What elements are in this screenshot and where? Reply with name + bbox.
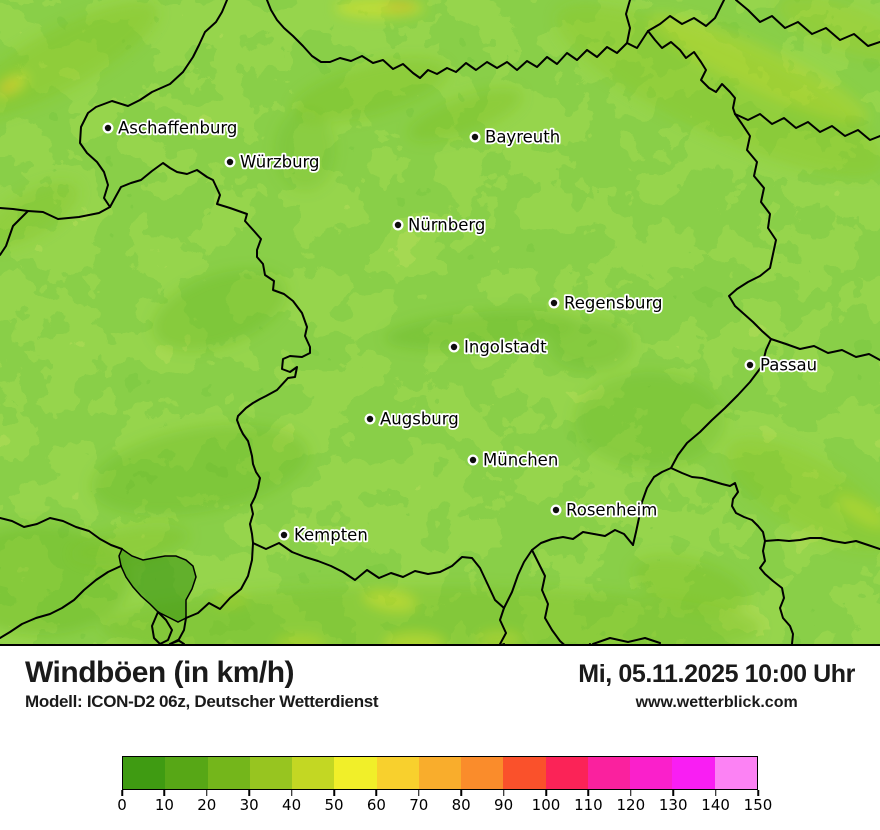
city-dot [469, 456, 477, 464]
colorbar-segment [123, 757, 166, 789]
lake-constance [118, 547, 197, 623]
timestamp: Mi, 05.11.2025 10:00 Uhr [578, 660, 855, 688]
city-label: Rosenheim [566, 501, 657, 520]
colorbar-segments [122, 756, 758, 790]
website-url: www.wetterblick.com [635, 694, 798, 711]
terrain-noise-overlay [0, 0, 880, 644]
colorbar-tick [757, 790, 759, 796]
colorbar-tick-label: 100 [531, 796, 561, 814]
city-label: Augsburg [380, 410, 459, 429]
colorbar-tick-label: 120 [616, 796, 646, 814]
city-label: Würzburg [240, 153, 320, 172]
city-marker: Rosenheim [550, 499, 659, 521]
city-dot [746, 361, 754, 369]
city-marker: Kempten [278, 524, 370, 546]
colorbar-tick-label: 150 [743, 796, 773, 814]
colorbar-tick [333, 790, 335, 796]
city-dot [552, 506, 560, 514]
city-dot [366, 415, 374, 423]
colorbar-tick-label: 40 [282, 796, 302, 814]
city-marker: München [467, 449, 560, 471]
map-canvas: Aschaffenburg Würzburg Bayreuth Nürnberg Reg… [0, 0, 880, 646]
colorbar-segment [714, 757, 757, 789]
colorbar-segment [503, 757, 546, 789]
colorbar-tick [545, 790, 547, 796]
colorbar-segment [165, 757, 208, 789]
city-dot [226, 158, 234, 166]
colorbar-tick-label: 90 [494, 796, 514, 814]
colorbar-tick-label: 60 [366, 796, 386, 814]
colorbar-segment [376, 757, 419, 789]
city-marker: Regensburg [548, 292, 664, 314]
colorbar-segment [207, 757, 250, 789]
colorbar-tick [502, 790, 505, 796]
city-marker: Augsburg [364, 408, 460, 430]
colorbar-tick-label: 140 [701, 796, 730, 814]
colorbar-tick-label: 10 [154, 796, 174, 814]
colorbar-labels: 0 10 20 30 40 50 60 70 80 90 100 110 120 130 140 150 [117, 796, 772, 816]
colorbar-segment [672, 757, 715, 789]
colorbar-tick [418, 790, 420, 796]
colorbar-segment [587, 757, 631, 789]
city-label: Bayreuth [485, 128, 560, 147]
city-label: Ingolstadt [464, 338, 547, 357]
city-dot [550, 299, 558, 307]
colorbar-tick [460, 790, 462, 796]
city-label: Nürnberg [408, 216, 485, 235]
city-dot [104, 124, 112, 132]
colorbar-tick [587, 790, 590, 796]
city-label: Regensburg [564, 294, 662, 313]
colorbar-tick [248, 790, 250, 796]
colorbar-tick [290, 790, 293, 796]
city-label: München [483, 451, 558, 470]
colorbar-tick [375, 790, 378, 796]
colorbar-tick-label: 70 [409, 796, 429, 814]
city-dot [280, 531, 288, 539]
city-dot [450, 343, 458, 351]
colorbar-segment [461, 757, 504, 789]
footer-panel: Windböen (in km/h) Modell: ICON-D2 06z, … [0, 646, 880, 830]
colorbar-ticks [121, 790, 759, 796]
colorbar-tick [163, 790, 166, 796]
colorbar-segment [292, 757, 335, 789]
colorbar-tick-label: 50 [324, 796, 344, 814]
colorbar-segment [630, 757, 673, 789]
colorbar-tick-label: 20 [197, 796, 217, 814]
city-label: Passau [760, 356, 817, 375]
city-marker: Würzburg [224, 151, 321, 173]
colorbar-tick [714, 790, 717, 796]
colorbar-tick-label: 110 [574, 796, 603, 814]
colorbar-tick-label: 130 [658, 796, 688, 814]
colorbar-tick [121, 790, 123, 796]
city-marker: Ingolstadt [448, 336, 549, 358]
colorbar-segment [334, 757, 377, 789]
colorbar-segment [249, 757, 293, 789]
colorbar-tick-label: 80 [451, 796, 471, 814]
colorbar-tick [206, 790, 208, 796]
city-dot [471, 133, 479, 141]
colorbar-tick [630, 790, 632, 796]
colorbar-segment [418, 757, 462, 789]
city-marker: Passau [744, 354, 819, 376]
model-info: Modell: ICON-D2 06z, Deutscher Wetterdie… [25, 692, 379, 711]
colorbar-segment [545, 757, 588, 789]
city-label: Aschaffenburg [118, 119, 237, 138]
page-title: Windböen (in km/h) [25, 656, 295, 689]
colorbar-legend: 0 10 20 30 40 50 60 70 80 90 100 110 120 130 140 150 [117, 756, 772, 814]
city-dot [394, 221, 402, 229]
colorbar-tick-label: 30 [239, 796, 259, 814]
colorbar-tick [672, 790, 674, 796]
city-marker: Nürnberg [392, 214, 487, 236]
border-lines [0, 0, 880, 644]
colorbar-tick-label: 0 [117, 796, 127, 814]
city-label: Kempten [294, 526, 368, 545]
city-marker: Bayreuth [469, 126, 562, 148]
city-marker: Aschaffenburg [102, 117, 239, 139]
